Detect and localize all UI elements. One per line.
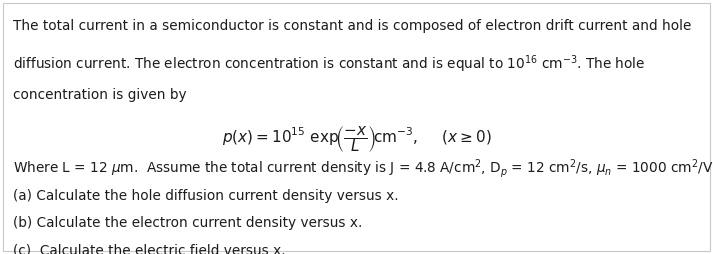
Text: (a) Calculate the hole diffusion current density versus x.: (a) Calculate the hole diffusion current…: [13, 189, 399, 203]
Text: The total current in a semiconductor is constant and is composed of electron dri: The total current in a semiconductor is …: [13, 19, 691, 33]
Text: diffusion current. The electron concentration is constant and is equal to $10^{1: diffusion current. The electron concentr…: [13, 53, 645, 75]
Text: $p(x) = 10^{15}\ \mathrm{exp}\!\left(\dfrac{-x}{L}\right)\!\mathrm{cm}^{-3}$,   : $p(x) = 10^{15}\ \mathrm{exp}\!\left(\df…: [222, 124, 491, 154]
FancyBboxPatch shape: [3, 3, 710, 251]
Text: Where L = 12 $\mu$m.  Assume the total current density is J = 4.8 A/cm$^2$, D$_p: Where L = 12 $\mu$m. Assume the total cu…: [13, 157, 713, 180]
Text: (c)  Calculate the electric field versus x.: (c) Calculate the electric field versus …: [13, 243, 285, 254]
Text: concentration is given by: concentration is given by: [13, 88, 187, 102]
Text: (b) Calculate the electron current density versus x.: (b) Calculate the electron current densi…: [13, 216, 362, 230]
